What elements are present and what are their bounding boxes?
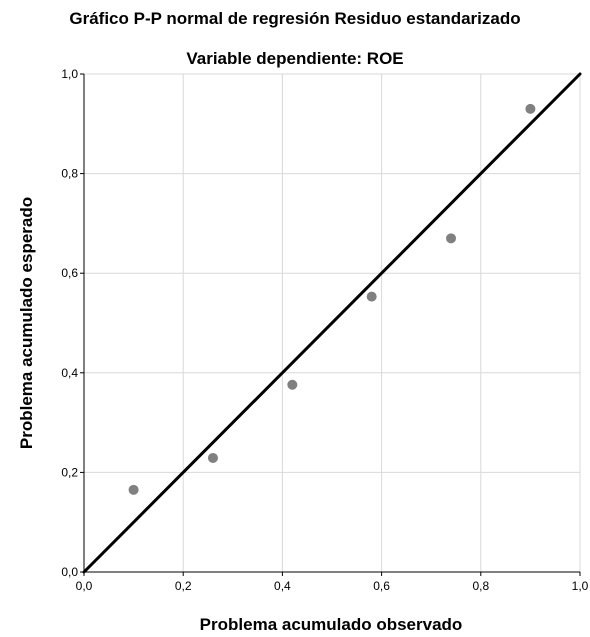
y-tick-label: 0,6 — [61, 266, 78, 280]
data-point — [207, 452, 218, 463]
plot-frame — [83, 73, 581, 573]
tick-labels: 0,00,0 0,2 0,2 0,4 0,4 0,6 0,6 0,8 0,8 1,0 1,0 — [61, 67, 588, 593]
data-point — [525, 103, 536, 114]
x-tick-label: 0,8 — [472, 579, 489, 593]
data-point — [287, 379, 298, 390]
reference-line — [82, 72, 582, 574]
data-point — [366, 291, 377, 302]
y-axis-label: Problema acumulado esperado — [17, 197, 36, 449]
reference-line-group — [82, 72, 582, 574]
y-tick-label: 0,8 — [61, 167, 78, 181]
y-tick-label: 0,2 — [61, 465, 78, 479]
x-axis-label: Problema acumulado observado — [200, 615, 463, 634]
chart-title: Gráfico P-P normal de regresión Residuo … — [69, 9, 520, 28]
y-tick-label: 0,4 — [61, 366, 78, 380]
data-points — [128, 103, 536, 495]
x-tick-label: 0,0 — [76, 579, 93, 593]
x-tick-label: 0,6 — [373, 579, 390, 593]
data-point — [128, 484, 139, 495]
chart-subtitle: Variable dependiente: ROE — [186, 49, 403, 68]
y-tick-label: 0,0 — [61, 565, 78, 579]
x-tick-label: 0,2 — [175, 579, 192, 593]
x-tick-label: 0,4 — [274, 579, 291, 593]
x-tick-label: 1,0 — [572, 579, 589, 593]
grid-lines — [84, 74, 580, 572]
y-tick-label: 1,0 — [61, 67, 78, 81]
data-point — [446, 233, 457, 244]
